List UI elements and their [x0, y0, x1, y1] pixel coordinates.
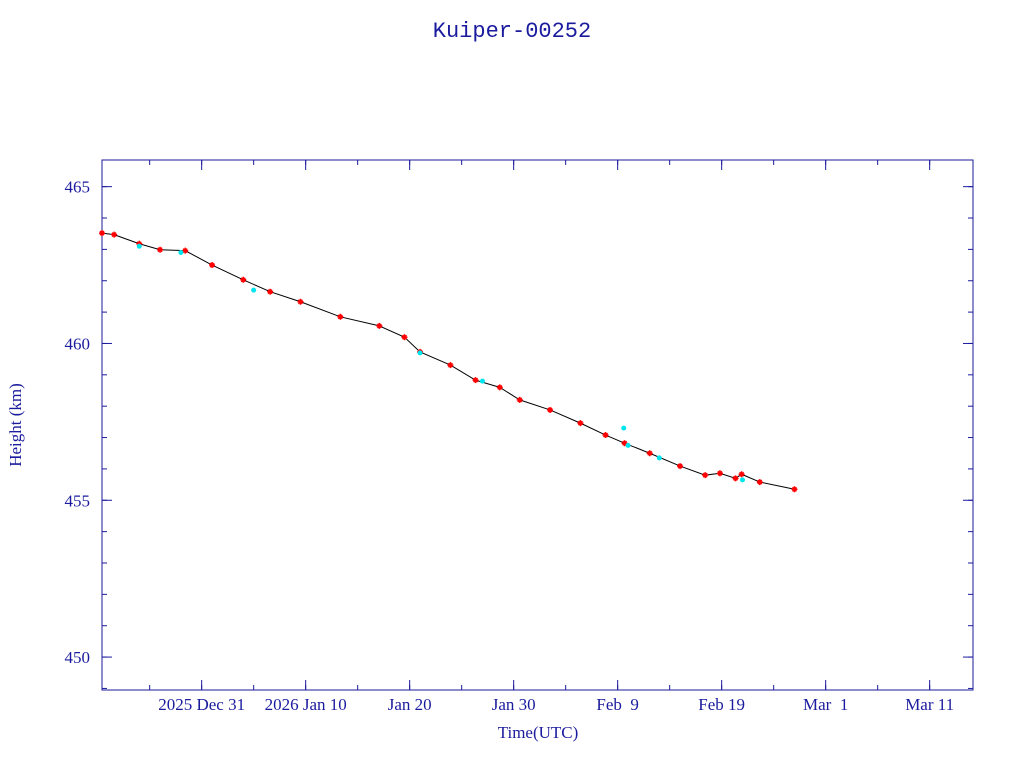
data-point: [621, 425, 627, 431]
y-tick-label: 450: [65, 648, 91, 667]
chart-title: Kuiper-00252: [433, 19, 591, 44]
data-point: [732, 475, 739, 482]
data-point: [625, 442, 631, 448]
y-axis-label: Height (km): [6, 383, 25, 467]
data-point: [267, 288, 274, 295]
data-point: [240, 276, 247, 283]
data-point: [646, 450, 653, 457]
x-tick-label: 2025 Dec 31: [158, 695, 245, 714]
data-point: [516, 396, 523, 403]
data-point: [99, 230, 105, 237]
data-point: [496, 384, 503, 391]
data-point: [251, 287, 257, 293]
data-point: [702, 472, 709, 479]
x-tick-label: Jan 20: [388, 695, 432, 714]
data-point: [178, 250, 184, 256]
data-point: [297, 298, 304, 305]
data-point: [472, 377, 479, 384]
x-tick-label: 2026 Jan 10: [265, 695, 347, 714]
data-point: [417, 350, 423, 356]
data-point: [209, 262, 216, 269]
series-line: [101, 232, 795, 490]
data-point: [656, 455, 662, 461]
data-point: [136, 243, 142, 249]
data-point: [136, 240, 143, 247]
data-point: [547, 406, 554, 413]
data-point: [602, 432, 609, 439]
data-point: [401, 334, 408, 341]
data-point: [447, 362, 454, 369]
data-point: [479, 378, 485, 384]
y-tick-label: 465: [65, 178, 91, 197]
data-point: [716, 470, 723, 477]
data-point: [677, 463, 684, 470]
plot-frame: [101, 159, 974, 691]
y-tick-label: 460: [65, 334, 91, 353]
data-point: [756, 479, 763, 486]
data-point: [337, 313, 344, 320]
x-tick-label: Feb 9: [596, 695, 639, 714]
data-point: [111, 231, 118, 238]
y-tick-label: 455: [65, 491, 91, 510]
data-point: [577, 420, 584, 427]
x-tick-label: Feb 19: [698, 695, 745, 714]
x-tick-label: Mar 11: [905, 695, 954, 714]
data-point: [376, 322, 383, 329]
x-tick-label: Mar 1: [803, 695, 848, 714]
data-point: [182, 247, 189, 254]
data-point: [157, 246, 164, 253]
data-point: [621, 440, 628, 447]
data-point: [738, 471, 745, 478]
data-point: [791, 486, 798, 493]
data-point: [739, 477, 745, 483]
x-axis-label: Time(UTC): [498, 723, 579, 742]
x-tick-label: Jan 30: [492, 695, 536, 714]
